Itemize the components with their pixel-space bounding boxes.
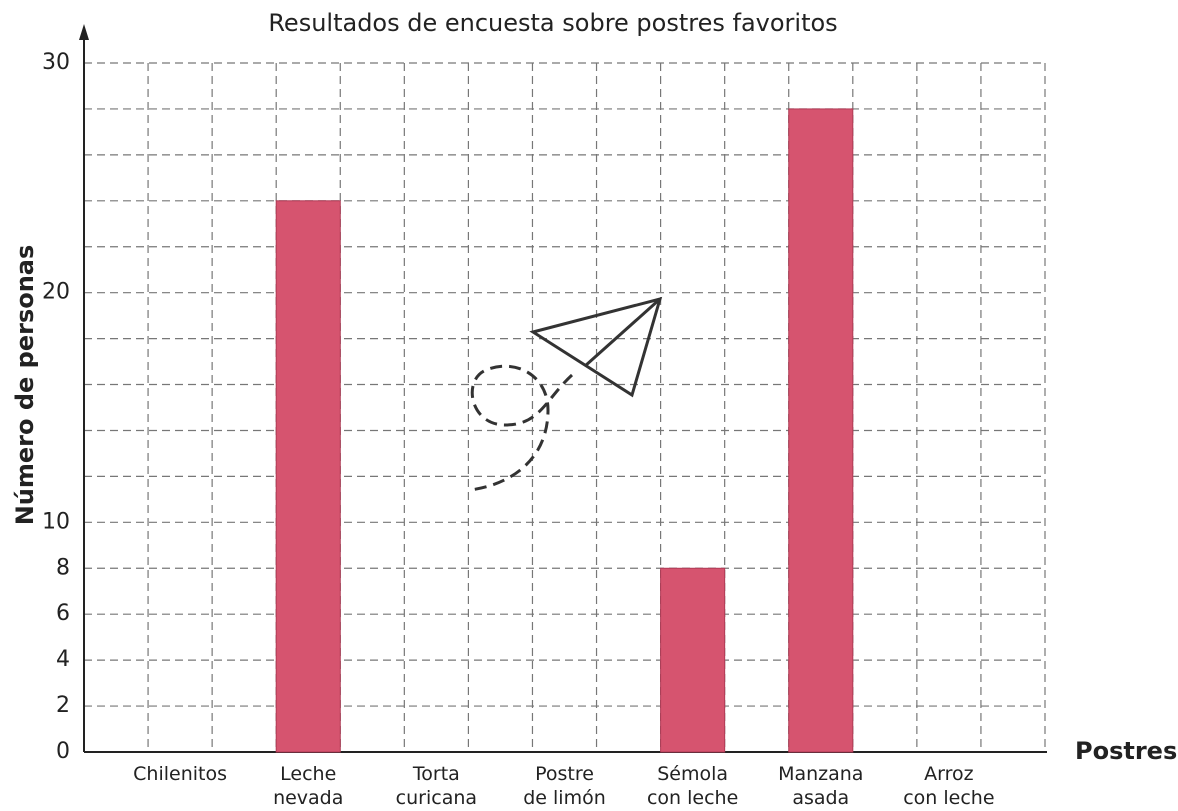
x-tick-label: Leche nevada — [273, 763, 343, 809]
bar — [788, 108, 854, 753]
plot-area — [84, 62, 1046, 752]
x-tick-label-line: Torta — [412, 763, 460, 785]
x-tick-label: Postre de limón — [523, 763, 606, 809]
bar — [660, 567, 726, 753]
x-tick-label-line: nevada — [273, 787, 343, 809]
x-tick-label: Chilenitos — [133, 763, 227, 785]
x-tick-label-line: Chilenitos — [133, 763, 227, 785]
y-tick-label: 8 — [56, 555, 70, 580]
x-tick-label-line: con leche — [647, 787, 738, 809]
x-tick-label-line: asada — [792, 787, 849, 809]
x-tick-label: Arroz con leche — [903, 763, 994, 809]
plane-fold — [584, 297, 661, 368]
x-tick-label-line: Manzana — [778, 763, 863, 785]
plane-trail — [469, 364, 574, 492]
y-tick-label: 6 — [56, 601, 70, 626]
bar — [275, 200, 341, 753]
plane-body — [529, 296, 663, 398]
x-tick-label: Sémola con leche — [647, 763, 738, 809]
x-tick-label: Manzana asada — [778, 763, 863, 809]
x-tick-label-line: Postre — [535, 763, 594, 785]
x-tick-label-line: Leche — [280, 763, 336, 785]
y-tick-label: 0 — [56, 739, 70, 764]
x-tick-label-line: de limón — [523, 787, 606, 809]
y-tick-label: 10 — [42, 509, 70, 534]
y-tick-label: 30 — [42, 50, 70, 75]
x-tick-label-line: Arroz — [924, 763, 973, 785]
x-tick-label-line: curicana — [396, 787, 477, 809]
paper-plane — [469, 296, 663, 492]
y-tick-label: 4 — [56, 647, 70, 672]
chart-title: Resultados de encuesta sobre postres fav… — [268, 9, 837, 37]
y-tick-label: 2 — [56, 693, 70, 718]
x-tick-label-line: con leche — [903, 787, 994, 809]
x-tick-label-line: Sémola — [657, 763, 728, 785]
y-axis-arrow — [79, 24, 89, 40]
x-axis-label: Postres — [1075, 737, 1177, 765]
y-tick-label: 20 — [42, 280, 70, 305]
y-axis-label: Número de personas — [11, 245, 39, 526]
x-tick-label: Torta curicana — [396, 763, 477, 809]
